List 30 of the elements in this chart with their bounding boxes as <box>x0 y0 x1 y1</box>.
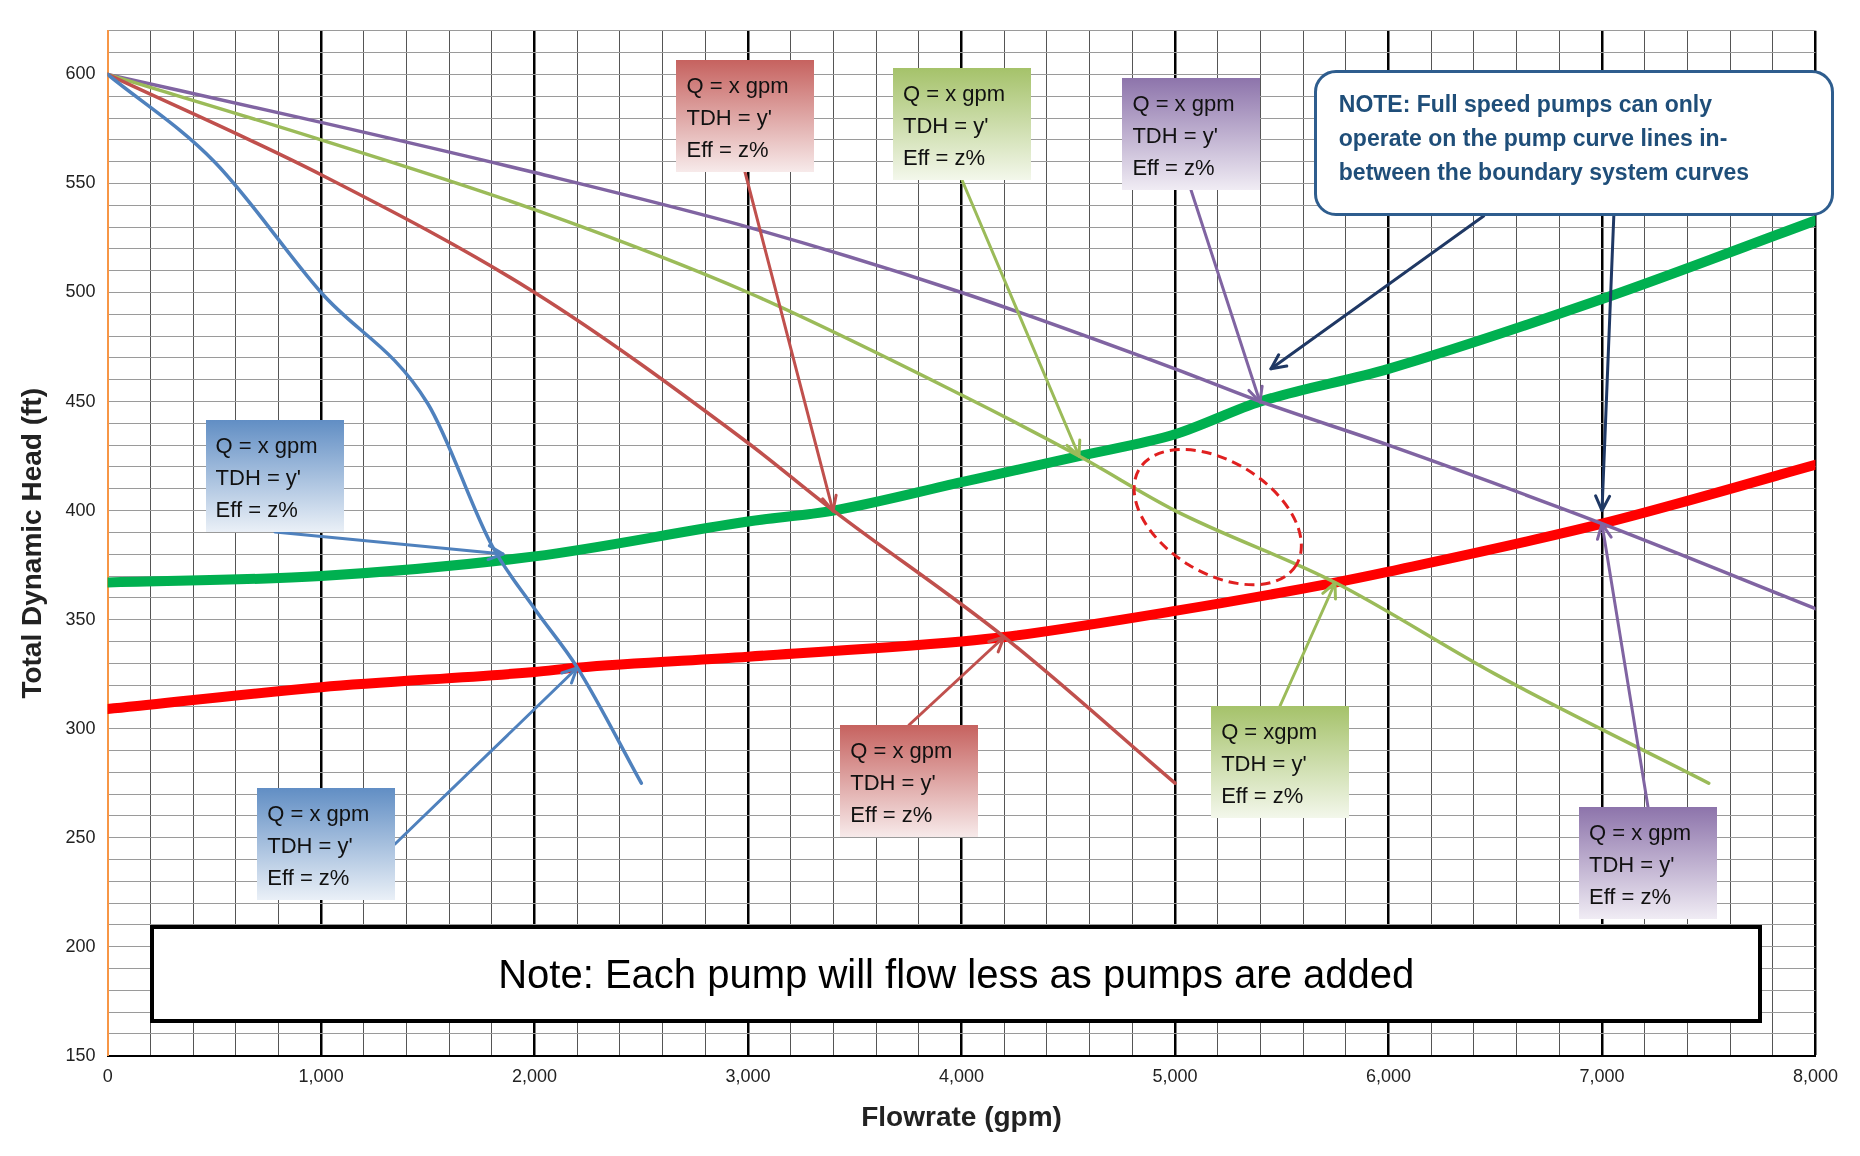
x-tick-label: 3,000 <box>725 1065 771 1086</box>
x-axis-title: Flowrate (gpm) <box>861 1100 1062 1132</box>
y-axis-title: Total Dynamic Head (ft) <box>15 387 47 699</box>
y-tick-label: 500 <box>65 281 96 302</box>
y-tick-label: 450 <box>65 390 96 411</box>
x-tick-label: 2,000 <box>512 1065 558 1086</box>
x-tick-label: 0 <box>102 1065 113 1086</box>
annotation: Q = x gpm TDH = y' Eff = z% <box>676 59 815 172</box>
annotation: Q = x gpm TDH = y' Eff = z% <box>892 68 1031 181</box>
x-tick-label: 1,000 <box>298 1065 344 1086</box>
x-tick-label: 5,000 <box>1152 1065 1198 1086</box>
y-tick-label: 400 <box>65 499 96 520</box>
y-tick-label: 300 <box>65 717 96 738</box>
y-tick-label: 550 <box>65 172 96 193</box>
x-tick-label: 8,000 <box>1792 1065 1838 1086</box>
annotation: Q = x gpm TDH = y' Eff = z% <box>257 787 396 900</box>
y-tick-label: 250 <box>65 826 96 847</box>
y-tick-label: 600 <box>65 63 96 84</box>
line-series <box>107 72 644 785</box>
y-tick-label: 150 <box>65 1044 96 1065</box>
x-tick-label: 6,000 <box>1365 1065 1412 1086</box>
annotation: Q = x gpm TDH = y' Eff = z% <box>840 725 979 838</box>
annotation: Q = x gpm TDH = y' Eff = z% <box>205 420 344 533</box>
x-tick-label: 7,000 <box>1579 1065 1625 1086</box>
annotation: Q = x gpm TDH = y' Eff = z% <box>1122 77 1261 190</box>
x-tick-label: 4,000 <box>939 1065 985 1086</box>
y-tick-label: 350 <box>65 608 96 629</box>
y-tick-label: 200 <box>65 935 96 956</box>
annotation: Q = xgpm TDH = y' Eff = z% <box>1211 705 1350 818</box>
annotation: Q = x gpm TDH = y' Eff = z% <box>1578 806 1717 919</box>
